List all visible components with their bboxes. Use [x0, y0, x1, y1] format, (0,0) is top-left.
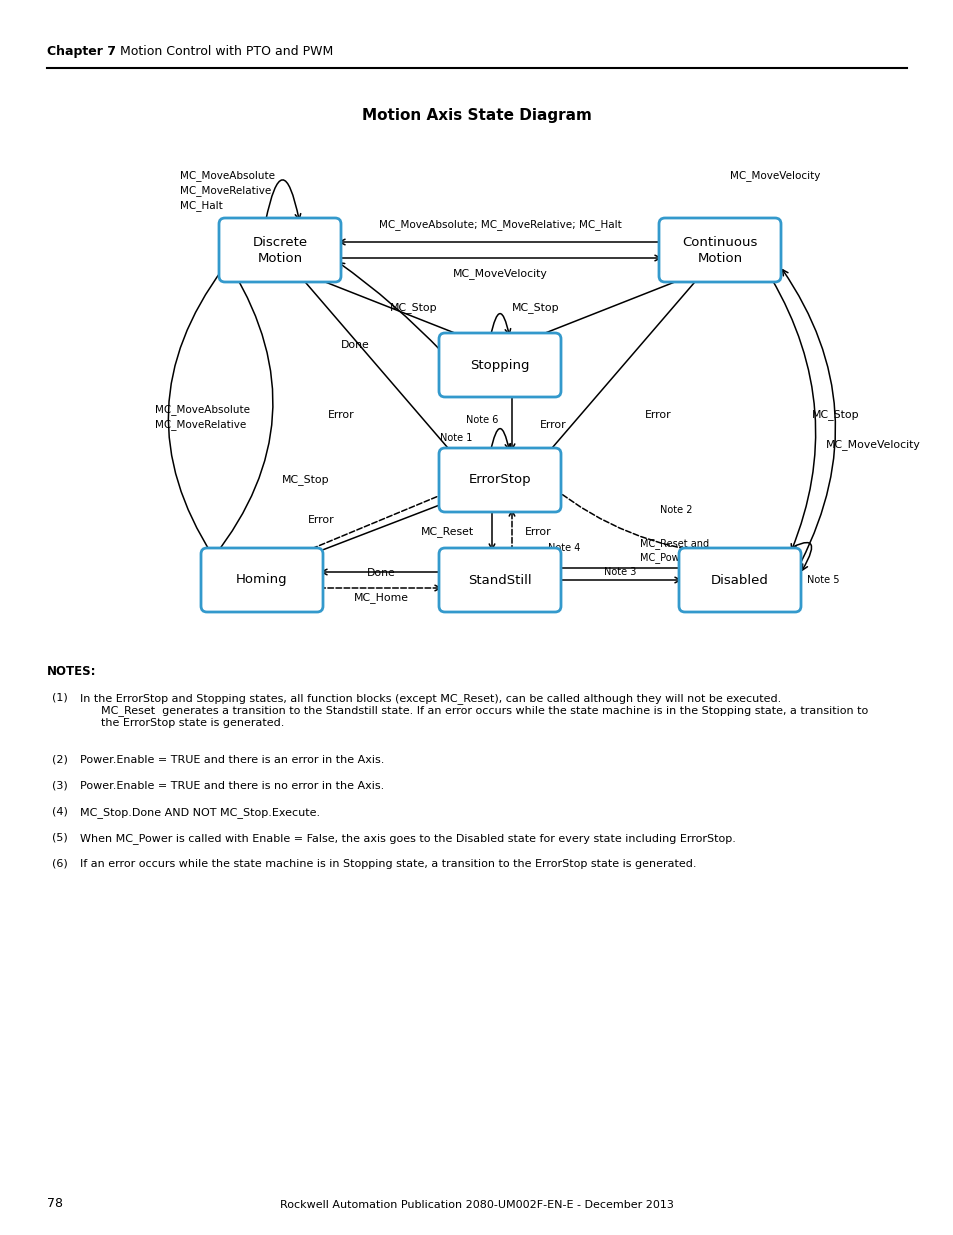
Text: NOTES:: NOTES: — [47, 664, 96, 678]
FancyBboxPatch shape — [438, 333, 560, 396]
Text: MC_MoveVelocity: MC_MoveVelocity — [452, 268, 547, 279]
FancyArrowPatch shape — [509, 394, 515, 450]
Text: MC_Stop: MC_Stop — [512, 303, 559, 314]
FancyBboxPatch shape — [438, 548, 560, 613]
FancyArrowPatch shape — [771, 278, 815, 550]
Text: MC_Home: MC_Home — [354, 593, 408, 604]
Text: Note 6: Note 6 — [465, 415, 497, 425]
FancyArrowPatch shape — [544, 566, 697, 571]
FancyArrowPatch shape — [490, 429, 510, 451]
FancyArrowPatch shape — [542, 278, 698, 458]
Text: (5): (5) — [52, 832, 68, 844]
FancyArrowPatch shape — [338, 263, 442, 353]
Text: When MC_Power is called with Enable = False, the axis goes to the Disabled state: When MC_Power is called with Enable = Fa… — [80, 832, 735, 844]
Text: Note 2: Note 2 — [659, 505, 692, 515]
Text: (4): (4) — [52, 806, 68, 818]
Text: StandStill: StandStill — [468, 573, 531, 587]
FancyArrowPatch shape — [509, 510, 515, 551]
FancyArrowPatch shape — [213, 269, 273, 557]
Text: Error: Error — [308, 515, 335, 525]
Text: (6): (6) — [52, 860, 68, 869]
Text: Note 3: Note 3 — [603, 567, 636, 577]
FancyArrowPatch shape — [558, 577, 679, 583]
Text: MC_MoveVelocity: MC_MoveVelocity — [825, 440, 920, 451]
Text: Done: Done — [341, 340, 370, 350]
FancyArrowPatch shape — [781, 542, 811, 571]
Text: MC_MoveAbsolute: MC_MoveAbsolute — [154, 405, 250, 415]
FancyArrowPatch shape — [534, 277, 687, 338]
FancyArrowPatch shape — [301, 278, 456, 458]
FancyArrowPatch shape — [290, 492, 448, 558]
Text: If an error occurs while the state machine is in Stopping state, a transition to: If an error occurs while the state machi… — [80, 860, 696, 869]
Text: MC_Reset: MC_Reset — [420, 526, 474, 537]
FancyArrowPatch shape — [313, 277, 465, 338]
Text: Motion Control with PTO and PWM: Motion Control with PTO and PWM — [120, 44, 333, 58]
Text: (2): (2) — [52, 755, 68, 764]
Text: Stopping: Stopping — [470, 358, 529, 372]
Text: Disabled: Disabled — [710, 573, 768, 587]
FancyArrowPatch shape — [700, 227, 735, 268]
Text: MC_MoveAbsolute; MC_MoveRelative; MC_Halt: MC_MoveAbsolute; MC_MoveRelative; MC_Hal… — [378, 220, 620, 231]
FancyArrowPatch shape — [781, 269, 835, 562]
FancyArrowPatch shape — [265, 180, 300, 221]
Text: Note 4: Note 4 — [547, 543, 579, 553]
FancyArrowPatch shape — [490, 314, 510, 336]
FancyArrowPatch shape — [489, 509, 495, 550]
Text: MC_Stop: MC_Stop — [282, 474, 330, 485]
Text: Note 5: Note 5 — [806, 576, 839, 585]
Text: MC_Stop.Done AND NOT MC_Stop.Execute.: MC_Stop.Done AND NOT MC_Stop.Execute. — [80, 806, 320, 818]
Text: (1): (1) — [52, 693, 68, 703]
FancyBboxPatch shape — [659, 219, 781, 282]
Text: Motion Axis State Diagram: Motion Axis State Diagram — [362, 107, 591, 124]
Text: Note 1: Note 1 — [439, 433, 472, 443]
Text: Chapter 7: Chapter 7 — [47, 44, 116, 58]
Text: Power.Enable = TRUE and there is an error in the Axis.: Power.Enable = TRUE and there is an erro… — [80, 755, 384, 764]
Text: Error: Error — [644, 410, 671, 420]
FancyArrowPatch shape — [337, 256, 659, 261]
Text: In the ErrorStop and Stopping states, all function blocks (except MC_Reset), can: In the ErrorStop and Stopping states, al… — [80, 693, 867, 727]
Text: MC_MoveRelative: MC_MoveRelative — [180, 185, 271, 196]
Text: MC_Power.Status=FALSE: MC_Power.Status=FALSE — [639, 552, 760, 563]
Text: Error: Error — [539, 420, 566, 430]
FancyBboxPatch shape — [438, 448, 560, 513]
FancyBboxPatch shape — [219, 219, 340, 282]
FancyArrowPatch shape — [168, 268, 223, 556]
FancyArrowPatch shape — [321, 569, 442, 574]
Text: MC_MoveVelocity: MC_MoveVelocity — [729, 170, 820, 182]
Text: MC_Stop: MC_Stop — [390, 303, 437, 314]
Text: Done: Done — [366, 568, 395, 578]
FancyBboxPatch shape — [201, 548, 323, 613]
Text: Power.Enable = TRUE and there is no error in the Axis.: Power.Enable = TRUE and there is no erro… — [80, 781, 384, 790]
Text: MC_Halt: MC_Halt — [180, 200, 222, 211]
Text: MC_Stop: MC_Stop — [811, 410, 859, 420]
Text: Discrete
Motion: Discrete Motion — [253, 236, 307, 264]
FancyArrowPatch shape — [319, 585, 440, 590]
Text: MC_MoveAbsolute: MC_MoveAbsolute — [180, 170, 274, 182]
FancyArrowPatch shape — [339, 240, 661, 245]
Text: Rockwell Automation Publication 2080-UM002F-EN-E - December 2013: Rockwell Automation Publication 2080-UM0… — [280, 1200, 673, 1210]
Text: Continuous
Motion: Continuous Motion — [681, 236, 757, 264]
Text: 78: 78 — [47, 1197, 63, 1210]
Text: MC_MoveRelative: MC_MoveRelative — [154, 420, 246, 431]
Text: Homing: Homing — [236, 573, 288, 587]
Text: (3): (3) — [52, 781, 68, 790]
Text: ErrorStop: ErrorStop — [468, 473, 531, 487]
Text: MC_Reset and: MC_Reset and — [639, 538, 708, 550]
FancyArrowPatch shape — [553, 488, 717, 553]
FancyArrowPatch shape — [314, 501, 445, 553]
Text: Error: Error — [524, 527, 551, 537]
Text: Error: Error — [328, 410, 355, 420]
FancyBboxPatch shape — [679, 548, 801, 613]
